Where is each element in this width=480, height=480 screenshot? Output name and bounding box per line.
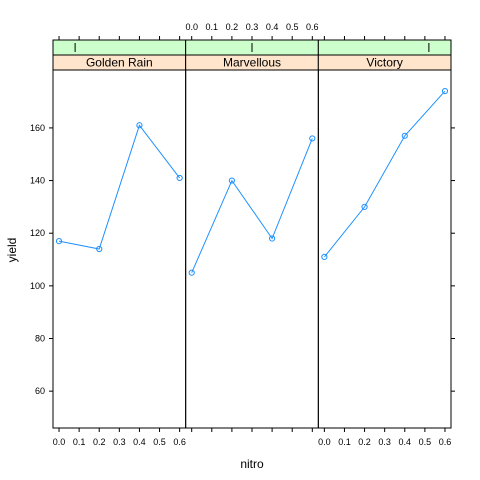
series-line (58, 124, 180, 250)
x-tick-label: 0.3 (113, 437, 126, 447)
data-point (321, 253, 328, 260)
x-tick-label: 0.2 (358, 437, 371, 447)
x-tick-label: 0.5 (419, 437, 432, 447)
x-tick-label: 0.4 (399, 437, 412, 447)
y-axis-title: yield (5, 238, 19, 263)
x-tick-label: 0.0 (185, 22, 198, 32)
strip-level-bar (317, 39, 452, 56)
panels-layer: Golden Rain Marvellous Victory (52, 39, 452, 429)
x-tick-label: 0.4 (133, 437, 146, 447)
panel-frame (185, 69, 319, 429)
x-tick-label: 0.1 (206, 22, 219, 32)
data-point (441, 87, 449, 95)
panel-golden-rain: Golden Rain (52, 39, 187, 429)
axes-layer: 0.0 0.1 0.2 0.3 0.4 0.5 0.6 0.0 0.1 0.2 0.3 0.4 0.5 0… (30, 22, 455, 447)
strip-level-bar (52, 39, 187, 56)
x-tick-label: 0.6 (173, 437, 186, 447)
x-tick-label: 0.6 (439, 437, 452, 447)
x-tick-label: 0.2 (226, 22, 239, 32)
data-point (176, 174, 183, 182)
panel-frame (52, 69, 187, 429)
y-tick-label: 80 (35, 334, 45, 344)
data-point (401, 132, 408, 139)
data-point (96, 245, 103, 253)
data-point (269, 235, 276, 242)
data-point (361, 203, 368, 210)
y-tick-label: 160 (30, 123, 45, 133)
data-point (55, 238, 63, 245)
data-point (188, 269, 195, 276)
data-point (309, 135, 316, 142)
x-axis-title: nitro (240, 457, 264, 471)
y-tick-label: 120 (30, 228, 45, 238)
data-point (228, 177, 235, 184)
x-tick-label: 0.6 (306, 22, 319, 32)
x-tick-label: 0.0 (318, 437, 331, 447)
x-tick-label: 0.1 (73, 437, 86, 447)
x-tick-label: 0.0 (53, 437, 66, 447)
y-tick-label: 140 (30, 176, 45, 186)
panel-victory: Victory (317, 39, 452, 429)
y-tick-label: 60 (35, 386, 45, 396)
data-point (136, 122, 143, 129)
x-tick-label: 0.5 (153, 437, 166, 447)
series-line (191, 138, 313, 273)
x-tick-label: 0.2 (93, 437, 106, 447)
x-tick-label: 0.3 (378, 437, 391, 447)
x-tick-label: 0.3 (246, 22, 259, 32)
panel-marvellous: Marvellous (185, 39, 319, 429)
x-tick-label: 0.1 (338, 437, 351, 447)
series-line (324, 90, 446, 258)
x-tick-label: 0.5 (286, 22, 299, 32)
panel-frame (317, 69, 452, 429)
y-tick-label: 100 (30, 281, 45, 291)
strip-label: Victory (366, 56, 402, 70)
strip-label: Marvellous (223, 56, 281, 70)
x-tick-label: 0.4 (266, 22, 279, 32)
strip-label: Golden Rain (86, 56, 153, 70)
